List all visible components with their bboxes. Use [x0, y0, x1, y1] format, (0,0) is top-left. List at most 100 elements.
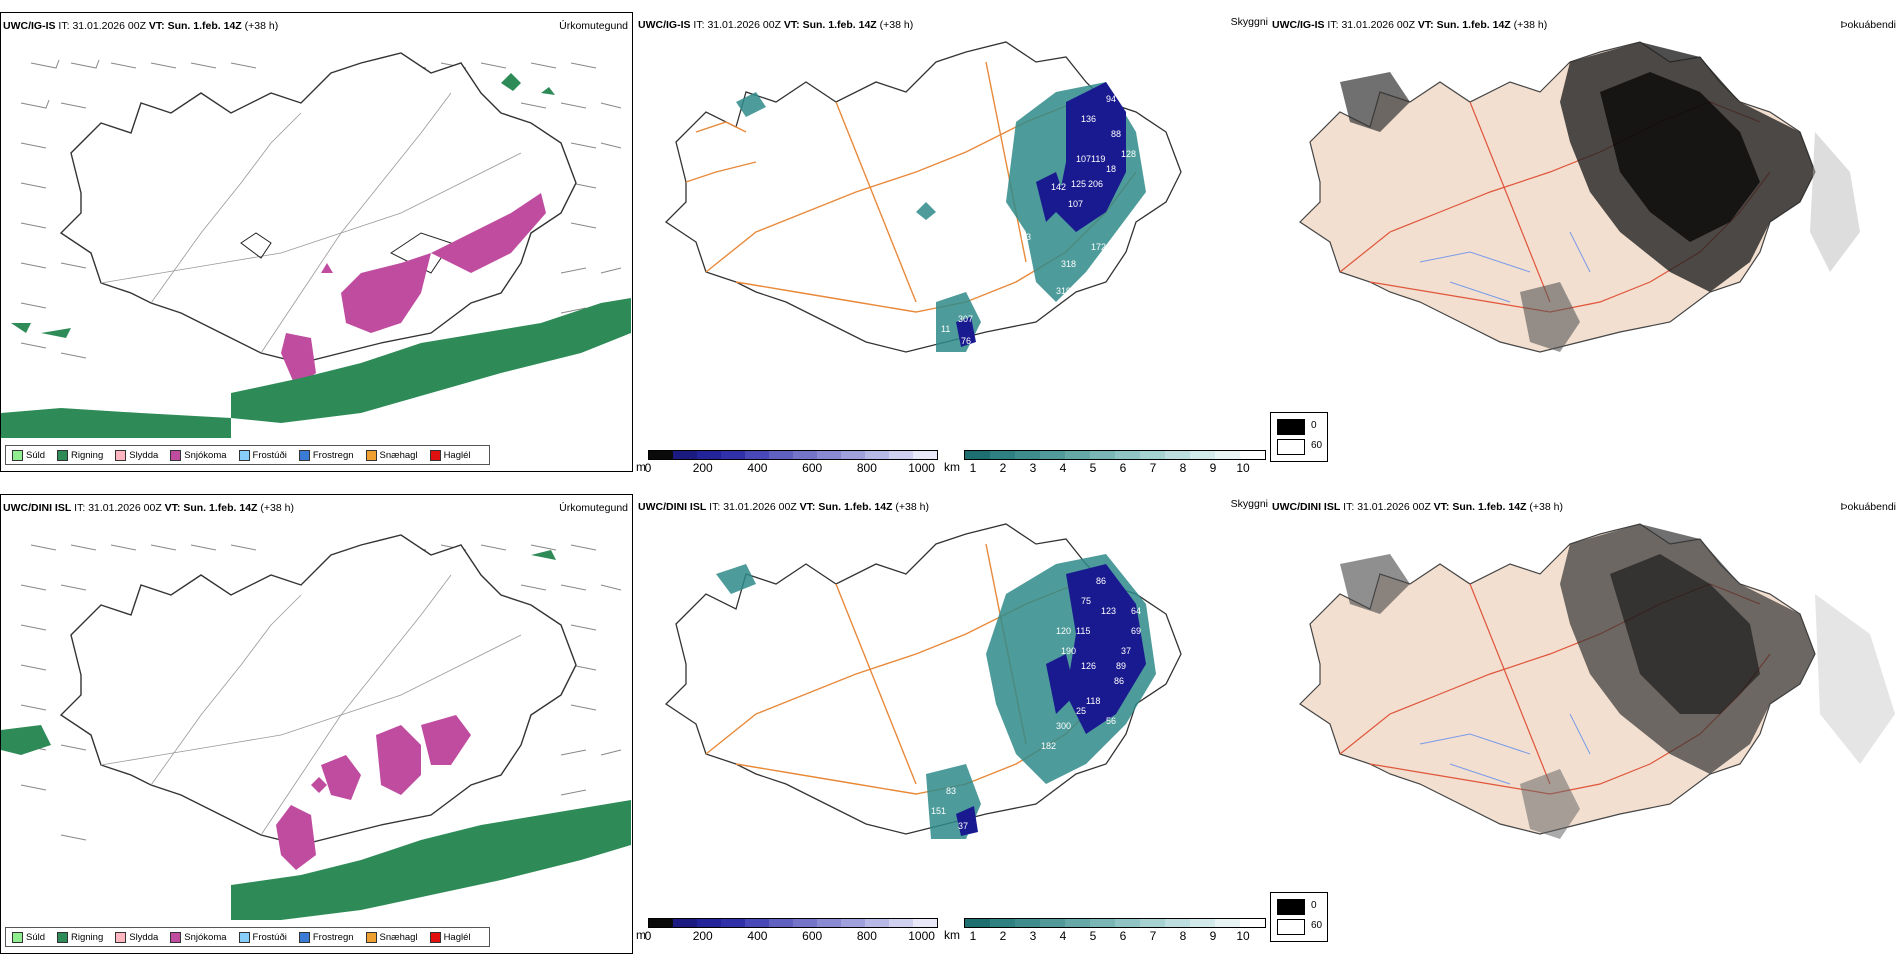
panel-title: Þokuábendi: [1840, 501, 1896, 513]
iceland-coastline: [59, 52, 577, 364]
legend-item: Slydda: [115, 931, 158, 943]
svg-text:83: 83: [946, 786, 956, 796]
panel-header: UWC/IG-IS IT: 31.01.2026 00Z VT: Sun. 1.…: [1272, 19, 1548, 31]
snow-areas: [281, 193, 546, 388]
fog-shading: [1340, 42, 1860, 352]
legend-item: Slydda: [115, 449, 158, 461]
road-network: [100, 92, 522, 354]
legend-item: Rigning: [57, 449, 103, 461]
panel-title: Úrkomutegund: [559, 20, 628, 32]
svg-text:151: 151: [931, 806, 946, 816]
legend-item: Frostúði: [238, 931, 287, 943]
svg-text:76: 76: [961, 336, 971, 346]
panel-header: UWC/DINI ISL IT: 31.01.2026 00Z VT: Sun.…: [3, 502, 294, 514]
panel-header: UWC/IG-IS IT: 31.01.2026 00Z VT: Sun. 1.…: [3, 20, 279, 32]
svg-text:86: 86: [1096, 576, 1106, 586]
road-network: [100, 574, 522, 836]
legend-item: Súld: [12, 931, 45, 943]
fog-indicator-panel: UWC/DINI ISL IT: 31.01.2026 00Z VT: Sun.…: [1270, 494, 1900, 954]
legend-item: Frostregn: [298, 931, 354, 943]
visibility-map: 94 136 88 128 107 119 18 142 125 206 107…: [664, 41, 1182, 353]
legend-item: Frostúði: [238, 449, 287, 461]
visibility-m-colorbar: m 0 200 400 600 800 1000: [636, 450, 938, 480]
rivers: [1419, 713, 1591, 785]
fog-indicator-panel: UWC/IG-IS IT: 31.01.2026 00Z VT: Sun. 1.…: [1270, 12, 1900, 472]
svg-text:64: 64: [1131, 606, 1141, 616]
svg-text:107: 107: [1068, 199, 1083, 209]
svg-text:37: 37: [958, 821, 968, 831]
svg-text:128: 128: [1121, 149, 1136, 159]
legend-item: Snæhagl: [365, 931, 418, 943]
visibility-labels: 94 136 88 128 107 119 18 142 125 206 107…: [941, 94, 1136, 346]
visibility-map: 86 75 64 120 115 69 190 37 126 89 86 123…: [664, 523, 1182, 839]
fog-map: [1299, 523, 1895, 839]
precip-legend: Súld Rigning Slydda Snjókoma Frostúði Fr…: [5, 927, 490, 947]
svg-text:119: 119: [1091, 154, 1105, 164]
panel-title: Úrkomutegund: [559, 502, 628, 514]
panel-title: Skyggni: [1230, 16, 1268, 28]
rain-areas: [1, 73, 631, 438]
fog-shading: [1340, 524, 1895, 839]
svg-text:107: 107: [1076, 154, 1091, 164]
model-name: UWC/IG-IS: [3, 20, 56, 32]
legend-item: Rigning: [57, 931, 103, 943]
precip-map: [1, 52, 631, 438]
svg-text:307: 307: [958, 314, 973, 324]
svg-text:69: 69: [1131, 626, 1141, 636]
precip-map: [1, 534, 631, 920]
svg-text:75: 75: [1081, 596, 1091, 606]
legend-item: Frostregn: [298, 449, 354, 461]
rivers: [1419, 231, 1591, 303]
forecast-row-ig-is: UWC/IG-IS IT: 31.01.2026 00Z VT: Sun. 1.…: [0, 12, 1900, 482]
svg-text:93: 93: [1021, 232, 1031, 242]
precip-type-panel: UWC/DINI ISL IT: 31.01.2026 00Z VT: Sun.…: [0, 494, 633, 954]
precip-legend: Súld Rigning Slydda Snjókoma Frostúði Fr…: [5, 445, 490, 465]
rain-areas: [1, 550, 631, 920]
svg-text:56: 56: [1106, 716, 1116, 726]
visibility-panel: UWC/DINI ISL IT: 31.01.2026 00Z VT: Sun.…: [636, 494, 1268, 954]
svg-text:172: 172: [1091, 242, 1106, 252]
legend-item: Haglél: [429, 931, 471, 943]
visibility-panel: UWC/IG-IS IT: 31.01.2026 00Z VT: Sun. 1.…: [636, 12, 1268, 472]
svg-text:142: 142: [1051, 182, 1066, 192]
visibility-m-colorbar: m 0 200 400 600 800 1000: [636, 918, 938, 948]
svg-text:88: 88: [1111, 129, 1121, 139]
svg-text:318: 318: [1061, 259, 1076, 269]
svg-text:11: 11: [941, 324, 950, 334]
visibility-m-areas: [956, 82, 1126, 347]
precip-type-panel: UWC/IG-IS IT: 31.01.2026 00Z VT: Sun. 1.…: [0, 12, 633, 472]
visibility-km-colorbar: km 1 2 3 4 5 6 7 8 9 10: [944, 918, 1266, 948]
svg-text:136: 136: [1081, 114, 1096, 124]
svg-text:123: 123: [1101, 606, 1116, 616]
svg-text:182: 182: [1041, 741, 1056, 751]
iceland-coastline: [59, 534, 577, 846]
panel-title: Þokuábendi: [1840, 19, 1896, 31]
svg-text:94: 94: [1106, 94, 1116, 104]
legend-item: Haglél: [429, 449, 471, 461]
svg-text:319: 319: [1056, 286, 1071, 296]
panel-title: Skyggni: [1230, 498, 1268, 510]
visibility-labels: 86 75 64 120 115 69 190 37 126 89 86 123…: [931, 576, 1141, 831]
svg-text:18: 18: [1106, 164, 1116, 174]
svg-text:89: 89: [1116, 661, 1126, 671]
forecast-row-dini-isl: UWC/DINI ISL IT: 31.01.2026 00Z VT: Sun.…: [0, 494, 1900, 964]
fog-map: [1299, 41, 1860, 353]
svg-text:25: 25: [1076, 706, 1086, 716]
svg-text:118: 118: [1086, 696, 1100, 706]
legend-item: Snjókoma: [170, 449, 227, 461]
svg-text:115: 115: [1076, 626, 1090, 636]
panel-header: UWC/IG-IS IT: 31.01.2026 00Z VT: Sun. 1.…: [638, 19, 914, 31]
legend-item: Snjókoma: [170, 931, 227, 943]
svg-text:190: 190: [1061, 646, 1076, 656]
visibility-km-colorbar: km 1 2 3 4 5 6 7 8 9 10: [944, 450, 1266, 480]
snow-areas: [276, 715, 471, 870]
svg-text:37: 37: [1121, 646, 1131, 656]
legend-item: Súld: [12, 449, 45, 461]
svg-text:125: 125: [1071, 179, 1086, 189]
panel-header: UWC/DINI ISL IT: 31.01.2026 00Z VT: Sun.…: [1272, 501, 1563, 513]
visibility-m-areas: [956, 564, 1146, 836]
svg-text:300: 300: [1056, 721, 1071, 731]
panel-header: UWC/DINI ISL IT: 31.01.2026 00Z VT: Sun.…: [638, 501, 929, 513]
fog-legend: 0 60: [1270, 412, 1328, 462]
legend-item: Snæhagl: [365, 449, 418, 461]
